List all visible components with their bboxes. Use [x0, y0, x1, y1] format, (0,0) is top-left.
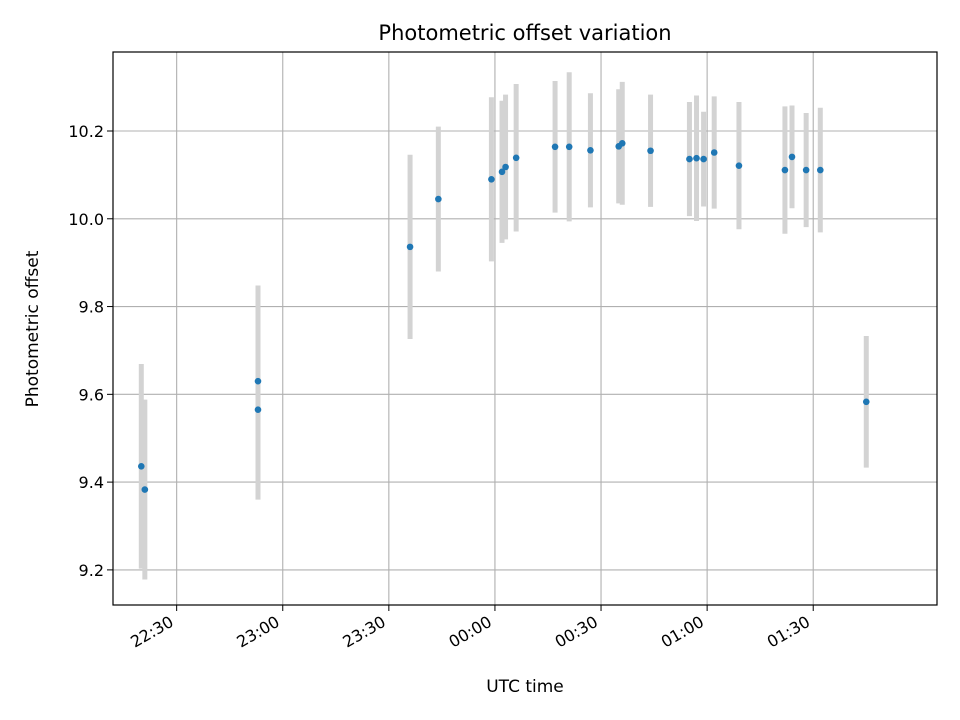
data-point [406, 243, 414, 251]
data-point [700, 155, 707, 163]
data-point [498, 168, 506, 176]
data-points [137, 139, 870, 493]
data-point [686, 155, 693, 163]
data-point [488, 175, 495, 183]
data-point [862, 398, 870, 406]
data-point [565, 143, 573, 151]
data-point [254, 406, 262, 413]
plot-frame [112, 51, 938, 606]
y-tick-label: 9.8 [79, 298, 104, 317]
data-point [502, 163, 509, 171]
y-tick-label: 9.4 [79, 473, 104, 492]
data-point [254, 377, 262, 385]
data-point [710, 149, 718, 156]
y-tick-label: 10.2 [68, 122, 104, 141]
data-point [816, 166, 824, 174]
data-point [788, 153, 796, 161]
data-point [551, 143, 559, 151]
data-point [137, 463, 145, 470]
grid [113, 52, 937, 605]
y-tick-label: 10.0 [68, 210, 104, 229]
data-point [587, 147, 594, 154]
data-point [802, 166, 810, 174]
y-axis-ticks: 9.2 9.4 9.6 9.8 10.0 10.2 [68, 122, 113, 580]
data-point [693, 154, 700, 162]
data-point [512, 154, 520, 162]
data-point [435, 195, 442, 203]
data-point [141, 486, 149, 493]
data-point [647, 147, 654, 155]
y-tick-label: 9.2 [79, 561, 104, 580]
chart-title: Photometric offset variation [378, 21, 671, 45]
data-point [781, 166, 789, 174]
x-axis-label: UTC time [486, 677, 564, 697]
data-point [735, 162, 743, 169]
y-axis-label: Photometric offset [23, 250, 43, 407]
data-point [618, 139, 626, 147]
y-tick-label: 9.6 [79, 385, 104, 404]
